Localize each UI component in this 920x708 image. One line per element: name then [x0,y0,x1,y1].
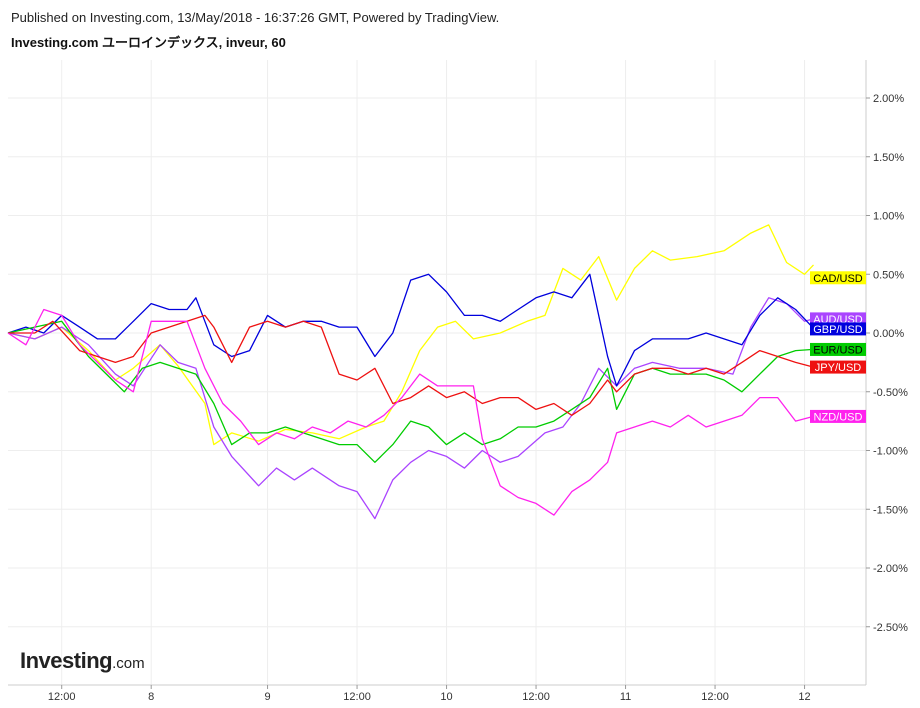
series-tag-bg [810,322,866,336]
series-line-cad-usd [7,224,814,446]
series-tags: CAD/USDAUD/USDGBP/USDEUR/USDJPY/USDNZD/U… [810,271,866,423]
series-line-gbp-usd [7,273,814,387]
series-line-nzd-usd [7,308,814,516]
x-tick-label: 12:00 [343,691,371,703]
x-tick-label: 12 [798,691,810,703]
series-tag-nzd-usd: NZD/USD [810,409,866,423]
series-tag-cad-usd: CAD/USD [810,271,866,285]
series-tag-label: GBP/USD [813,324,863,336]
series-tag-bg [810,312,866,326]
series-line-eur-usd [7,320,814,463]
y-tick-label: 0.50% [873,269,904,281]
logo-brand: Investing [20,648,113,673]
series-tag-jpy-usd: JPY/USD [810,360,866,374]
x-tick-label: 10 [440,691,452,703]
y-tick-label: -1.00% [873,446,908,458]
series-tag-label: EUR/USD [813,344,863,356]
x-tick-label: 12:00 [48,691,76,703]
x-tick-label: 9 [264,691,270,703]
series-tag-label: NZD/USD [814,411,863,423]
y-tick-label: -2.50% [873,622,908,634]
x-tick-label: 11 [620,691,631,703]
investing-logo: Investing.com [20,648,145,674]
y-tick-label: -0.50% [873,387,908,399]
gridlines [8,60,866,685]
y-tick-label: 2.00% [873,93,904,105]
x-tick-label: 12:00 [701,691,729,703]
logo-suffix: .com [112,655,145,672]
series-tag-bg [810,342,866,356]
series-tag-label: JPY/USD [815,362,862,374]
y-tick-label: 1.00% [873,211,904,223]
series-tag-bg [810,271,866,285]
series-line-jpy-usd [8,314,814,416]
series-tag-label: CAD/USD [813,273,863,285]
published-caption: Published on Investing.com, 13/May/2018 … [11,10,500,25]
y-axis-ticks: 2.00% 1.50% 1.00% 0.50% 0.00% -0.50% -1.00% -1.… [866,93,908,634]
series-tag-gbp-usd: GBP/USD [810,322,866,336]
series-tag-eur-usd: EUR/USD [810,342,866,356]
y-tick-label: -2.00% [873,563,908,575]
y-tick-label: -1.50% [873,504,908,516]
chart-title: Investing.com ユーロインデックス, inveur, 60 [11,35,286,50]
series-tag-bg [810,360,866,374]
series-lines [7,224,814,520]
y-tick-label: 0.00% [873,328,904,340]
x-axis-ticks: 12:00 8 9 12:00 10 12:00 11 12:00 12 [48,685,811,703]
x-tick-label: 8 [148,691,154,703]
y-tick-label: 1.50% [873,152,904,164]
series-line-aud-usd [7,297,814,520]
x-tick-label: 12:00 [522,691,550,703]
series-tag-bg [810,409,866,423]
